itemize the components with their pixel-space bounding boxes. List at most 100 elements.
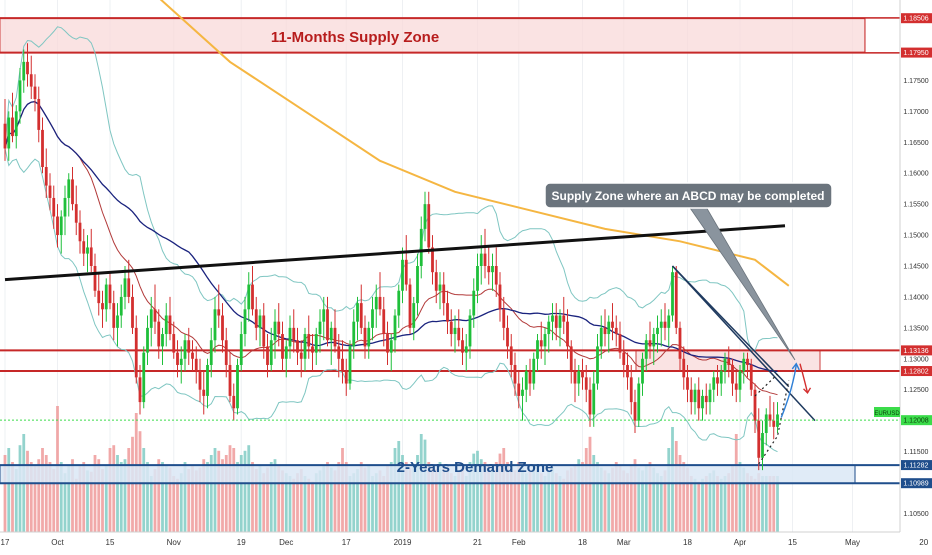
volume-bar [243, 450, 247, 532]
bull-candle-body [179, 358, 183, 365]
volume-bar [438, 462, 442, 532]
volume-bar [412, 464, 416, 532]
bear-candle-body [427, 204, 431, 248]
volume-bar [449, 473, 453, 532]
bear-candle-body [539, 340, 543, 347]
volume-bar [337, 462, 341, 532]
price-axis[interactable]: 1.17500 1.17000 1.16500 1.16000 1.15500 1.150… [899, 0, 932, 532]
volume-bar [723, 476, 727, 532]
bear-candle-body [674, 272, 678, 328]
bear-candle-body [382, 309, 386, 335]
volume-bar [524, 473, 528, 532]
time-tick-label: 17 [342, 538, 351, 547]
plot-background [0, 0, 900, 532]
bear-candle-body [363, 327, 367, 347]
bull-candle-body [712, 377, 716, 390]
volume-bar [7, 448, 11, 532]
bear-candle-body [326, 309, 329, 341]
volume-bar [603, 470, 607, 532]
bull-candle-body [453, 327, 457, 335]
bull-candle-body [397, 290, 401, 316]
bear-candle-body [198, 371, 202, 390]
volume-bar [719, 478, 723, 532]
bear-candle-body [502, 309, 506, 328]
bear-candle-body [29, 74, 33, 87]
bear-candle-body [221, 315, 224, 341]
bear-candle-body [506, 327, 509, 347]
bull-candle-body [551, 315, 554, 322]
instrument-tag-box [874, 407, 900, 417]
bear-candle-body [648, 340, 652, 347]
volume-bar [187, 469, 191, 532]
bear-candle-body [513, 364, 517, 384]
volume-bar [517, 462, 521, 532]
volume-bar [82, 462, 86, 532]
bull-candle-body [213, 309, 217, 341]
price-tick-label: 1.13500 [903, 325, 928, 332]
volume-bar [93, 455, 97, 532]
volume-bar [296, 473, 299, 532]
bull-candle-body [667, 315, 671, 328]
bear-candle-body [78, 222, 82, 242]
volume-bar [772, 476, 776, 532]
bear-candle-body [337, 346, 341, 359]
volume-bar [731, 464, 734, 532]
volume-bar [48, 462, 52, 532]
volume-bar [408, 467, 412, 532]
projection-down-arrowhead [803, 387, 812, 394]
volume-bar [314, 473, 318, 532]
volume-bar [239, 455, 243, 532]
time-axis[interactable]: 17 Oct 15 Nov 19 Dec 17 2019 21 Feb 18 Mar 18 Apr 15 Ma… [0, 531, 932, 550]
volume-bar [727, 473, 731, 532]
abcd-dotted-upper [754, 373, 778, 397]
volume-bar [532, 467, 536, 532]
price-tick-labels: 1.17500 1.17000 1.16500 1.16000 1.15500 1.150… [903, 78, 928, 518]
volume-bar [318, 470, 322, 532]
instrument-tag: EURUSD [874, 407, 900, 417]
volume-bar [573, 464, 577, 532]
volume-bar [393, 448, 397, 532]
bear-candle-body [56, 216, 59, 236]
price-tags: 1.18506 1.17950 1.13136 1.12802 1.12008 1.112… [901, 13, 932, 489]
bear-candle-body [153, 309, 157, 322]
volume-bar [716, 476, 719, 532]
volume-bar [228, 445, 232, 532]
bull-candle-body [273, 321, 277, 341]
callout: Supply Zone where an ABCD may be complet… [544, 182, 833, 361]
bull-candle-body [18, 80, 22, 112]
volume-bar [254, 469, 258, 532]
bear-candle-body [33, 86, 37, 99]
bear-candle-body [682, 358, 686, 378]
volume-bar [67, 464, 71, 532]
bear-candle-body [333, 327, 337, 347]
bear-candle-body [554, 315, 558, 328]
price-tag-box [901, 460, 932, 471]
volume-bar [284, 473, 288, 532]
volume-bar [292, 478, 296, 532]
bear-candle-body [509, 346, 513, 365]
bear-candle-body [487, 266, 491, 273]
bull-candle-body [322, 309, 326, 322]
volume-bar [543, 476, 547, 532]
volume-bar [468, 462, 472, 532]
bear-candle-body [307, 334, 311, 347]
bull-candle-body [607, 321, 611, 335]
volume-bar [689, 476, 693, 532]
bear-candle-body [101, 303, 104, 310]
volume-bar [209, 455, 213, 532]
bear-candle-body [254, 309, 258, 328]
bull-candle-body [367, 327, 371, 347]
bull-candle-body [123, 278, 127, 297]
candles [3, 43, 779, 471]
bull-candle-body [659, 321, 663, 328]
volume-bar [206, 462, 209, 532]
bear-candle-body [442, 284, 446, 304]
bear-candle-body [749, 364, 753, 390]
volume-bar [322, 464, 326, 532]
time-axis-background [0, 532, 932, 550]
bull-candle-body [476, 266, 479, 291]
bear-candle-body [97, 290, 101, 304]
bear-candle-body [603, 327, 607, 335]
